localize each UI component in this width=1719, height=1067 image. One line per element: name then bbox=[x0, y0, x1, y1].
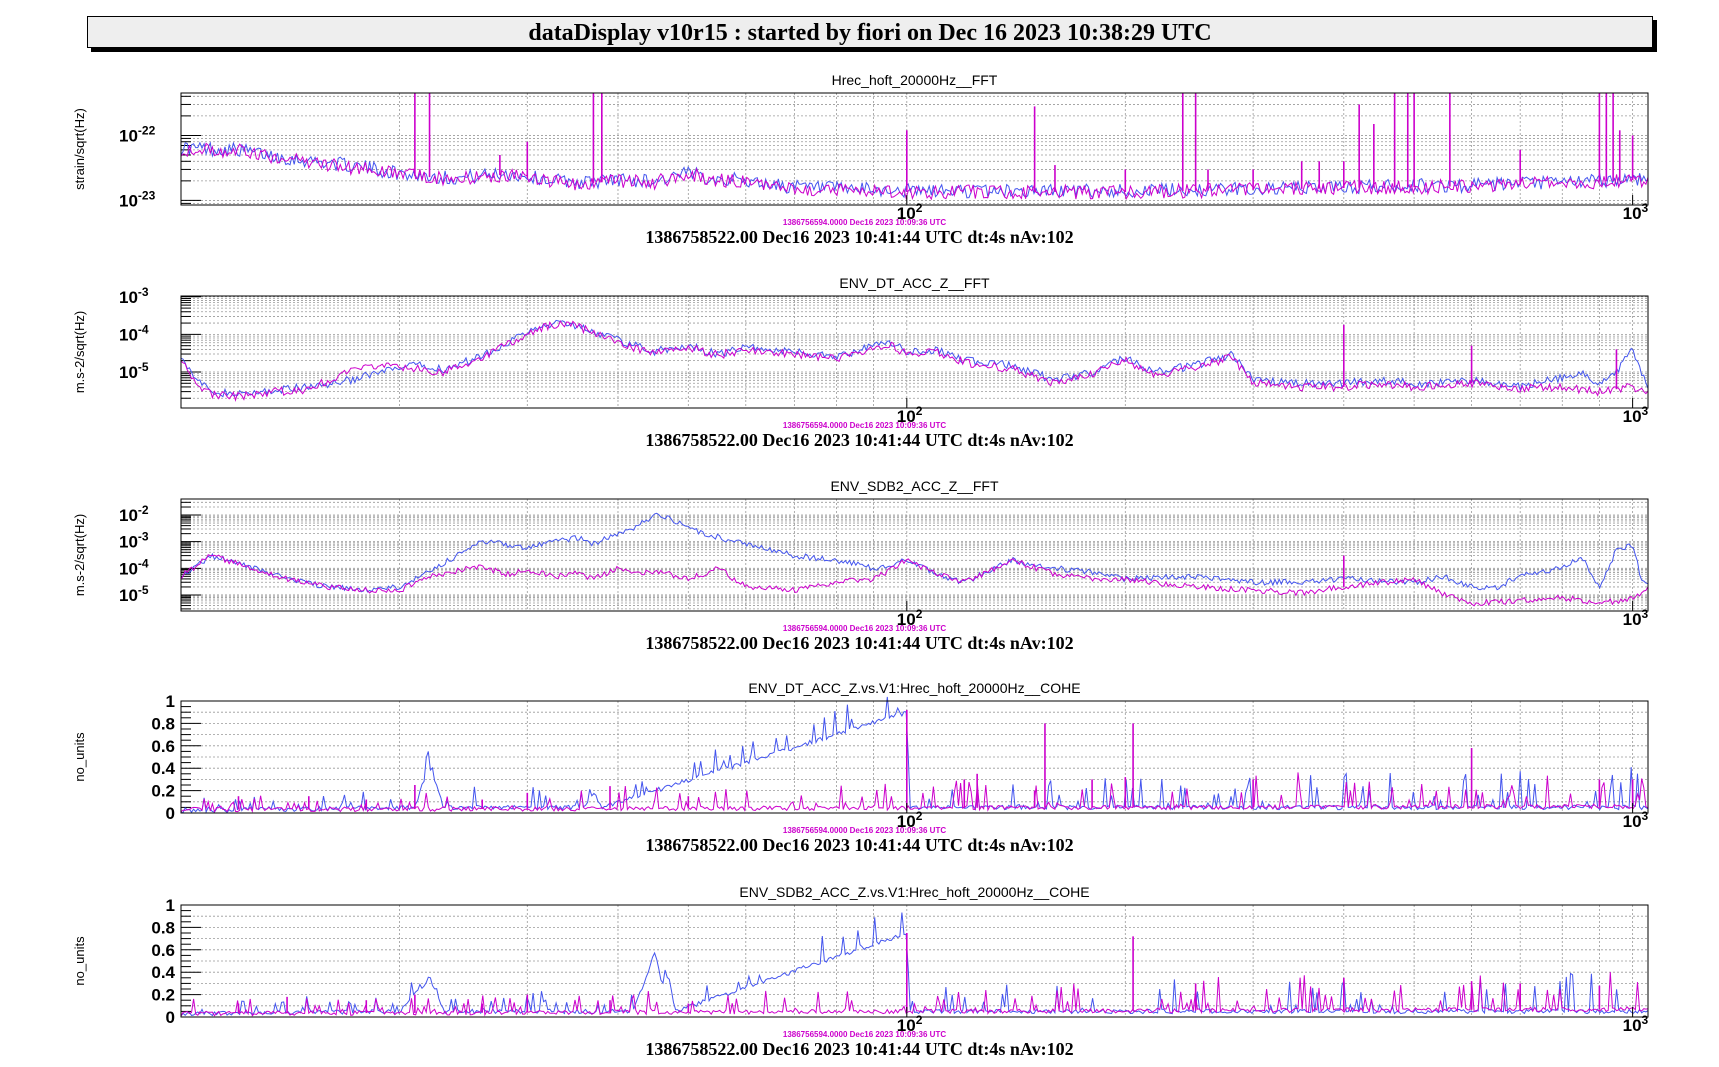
x-tick-label: 103 bbox=[1623, 607, 1649, 629]
y-tick-label: 1 bbox=[166, 692, 175, 711]
chart-title: ENV_SDB2_ACC_Z.vs.V1:Hrec_hoft_20000Hz__… bbox=[739, 884, 1089, 900]
y-axis-label: no_units bbox=[72, 732, 87, 782]
chart-title: ENV_DT_ACC_Z.vs.V1:Hrec_hoft_20000Hz__CO… bbox=[748, 680, 1080, 696]
x-tick-label: 103 bbox=[1623, 201, 1649, 223]
grid-lines bbox=[181, 700, 1648, 814]
x-tick-exponent: 2 bbox=[916, 404, 923, 418]
chart-footer: 1386758522.00 Dec16 2023 10:41:44 UTC dt… bbox=[645, 633, 1073, 653]
series-line-reference bbox=[180, 912, 1649, 1017]
x-tick-exponent: 2 bbox=[916, 607, 923, 621]
x-tick-label: 103 bbox=[1623, 809, 1649, 831]
x-tick-exponent: 3 bbox=[1642, 404, 1649, 418]
chart-footer: 1386758522.00 Dec16 2023 10:41:44 UTC dt… bbox=[645, 1039, 1073, 1059]
y-axis-label: no_units bbox=[72, 936, 87, 986]
series-line-reference bbox=[180, 141, 1649, 199]
chart-panel-5: ENV_SDB2_ACC_Z.vs.V1:Hrec_hoft_20000Hz__… bbox=[72, 884, 1649, 1059]
x-tick-exponent: 3 bbox=[1642, 607, 1649, 621]
y-tick-label: 0.4 bbox=[151, 759, 175, 778]
reference-time-label: 1386756594.0000 Dec16 2023 10:09:36 UTC bbox=[783, 624, 946, 633]
series-line-current bbox=[180, 772, 1649, 814]
grid-lines bbox=[181, 499, 1648, 611]
display-title: dataDisplay v10r15 : started by fiori on… bbox=[528, 20, 1212, 46]
x-tick-exponent: 3 bbox=[1642, 809, 1649, 823]
plot-frame bbox=[180, 295, 1649, 409]
reference-time-label: 1386756594.0000 Dec16 2023 10:09:36 UTC bbox=[783, 826, 946, 835]
y-tick-label: 10-23 bbox=[119, 188, 156, 210]
y-tick-label: 0 bbox=[166, 1008, 175, 1027]
chart-title: Hrec_hoft_20000Hz__FFT bbox=[832, 72, 998, 88]
chart-panel-4: ENV_DT_ACC_Z.vs.V1:Hrec_hoft_20000Hz__CO… bbox=[72, 680, 1649, 855]
x-tick-exponent: 3 bbox=[1642, 201, 1649, 215]
y-axis-label: m.s-2/sqrt(Hz) bbox=[72, 311, 87, 393]
y-tick-label: 0.2 bbox=[151, 986, 175, 1005]
y-tick-label: 10-5 bbox=[119, 583, 149, 605]
chart-title: ENV_SDB2_ACC_Z__FFT bbox=[830, 478, 999, 494]
y-tick-label: 10-22 bbox=[119, 123, 156, 145]
reference-time-label: 1386756594.0000 Dec16 2023 10:09:36 UTC bbox=[783, 421, 946, 430]
y-tick-label: 0.4 bbox=[151, 963, 175, 982]
chart-footer: 1386758522.00 Dec16 2023 10:41:44 UTC dt… bbox=[645, 835, 1073, 855]
series-line-current bbox=[180, 319, 1649, 402]
y-tick-label: 10-2 bbox=[119, 503, 149, 525]
series-line-current bbox=[180, 554, 1649, 607]
reference-time-label: 1386756594.0000 Dec16 2023 10:09:36 UTC bbox=[783, 1030, 946, 1039]
series-line-current bbox=[180, 972, 1649, 1017]
x-tick-label: 103 bbox=[1623, 1013, 1649, 1035]
y-tick-label: 0.2 bbox=[151, 782, 175, 801]
series-line-reference bbox=[180, 319, 1649, 398]
grid-lines bbox=[181, 904, 1648, 1018]
chart-footer: 1386758522.00 Dec16 2023 10:41:44 UTC dt… bbox=[645, 430, 1073, 450]
display-header: dataDisplay v10r15 : started by fiori on… bbox=[87, 16, 1653, 48]
y-tick-exponent: -3 bbox=[138, 285, 149, 299]
plot-frame bbox=[180, 700, 1649, 814]
y-tick-label: 0.8 bbox=[151, 714, 175, 733]
series-line-current bbox=[180, 142, 1649, 201]
y-tick-label: 10-3 bbox=[119, 530, 149, 552]
plot-frame bbox=[180, 498, 1649, 612]
y-tick-exponent: -2 bbox=[138, 503, 149, 517]
y-tick-label: 0.8 bbox=[151, 918, 175, 937]
x-tick-label: 103 bbox=[1623, 404, 1649, 426]
y-tick-label: 10-5 bbox=[119, 360, 149, 382]
grid-lines bbox=[181, 296, 1648, 408]
chart-title: ENV_DT_ACC_Z__FFT bbox=[839, 275, 990, 291]
y-tick-exponent: -5 bbox=[138, 583, 149, 597]
plot-frame bbox=[180, 92, 1649, 206]
y-tick-exponent: -4 bbox=[138, 556, 149, 570]
y-tick-exponent: -5 bbox=[138, 360, 149, 374]
y-tick-label: 10-3 bbox=[119, 285, 149, 307]
y-tick-exponent: -23 bbox=[138, 188, 156, 202]
x-tick-exponent: 2 bbox=[916, 201, 923, 215]
y-tick-label: 0 bbox=[166, 804, 175, 823]
series-line-reference bbox=[180, 696, 1649, 814]
x-tick-exponent: 2 bbox=[916, 1013, 923, 1027]
y-tick-label: 10-4 bbox=[119, 556, 149, 578]
y-axis-label: strain/sqrt(Hz) bbox=[72, 108, 87, 190]
y-tick-label: 0.6 bbox=[151, 941, 175, 960]
y-tick-label: 0.6 bbox=[151, 737, 175, 756]
y-tick-label: 10-4 bbox=[119, 322, 149, 344]
x-tick-exponent: 2 bbox=[916, 809, 923, 823]
y-tick-exponent: -22 bbox=[138, 123, 156, 137]
plot-frame bbox=[180, 904, 1649, 1018]
y-tick-label: 1 bbox=[166, 896, 175, 915]
reference-time-label: 1386756594.0000 Dec16 2023 10:09:36 UTC bbox=[783, 218, 946, 227]
x-tick-exponent: 3 bbox=[1642, 1013, 1649, 1027]
y-tick-exponent: -4 bbox=[138, 322, 149, 336]
y-axis-label: m.s-2/sqrt(Hz) bbox=[72, 514, 87, 596]
chart-footer: 1386758522.00 Dec16 2023 10:41:44 UTC dt… bbox=[645, 227, 1073, 247]
y-tick-exponent: -3 bbox=[138, 530, 149, 544]
